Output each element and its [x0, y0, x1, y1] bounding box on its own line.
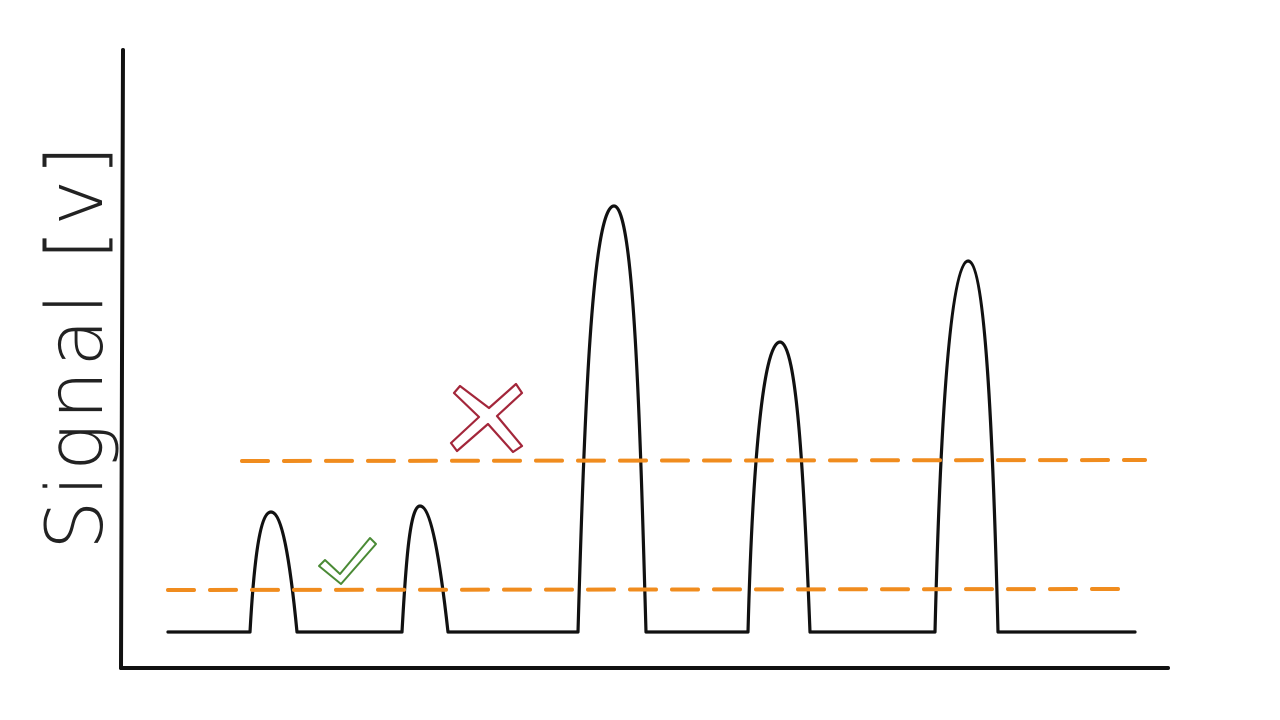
y-axis [119, 48, 125, 670]
signal-trace [166, 204, 1137, 634]
check-icon [318, 537, 377, 585]
cross-icon [449, 382, 524, 454]
threshold-line-low [166, 587, 1132, 592]
threshold-line-high [240, 458, 1147, 463]
y-axis-label: Signal [v] [31, 141, 121, 550]
